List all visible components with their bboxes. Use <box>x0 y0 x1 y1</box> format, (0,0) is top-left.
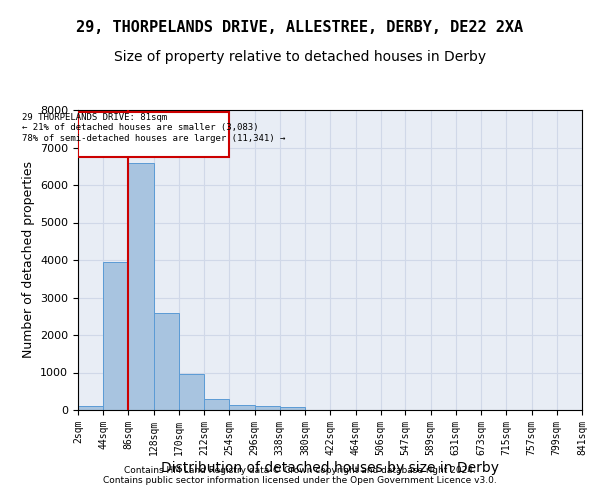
Bar <box>78 406 103 410</box>
Bar <box>204 399 229 410</box>
Bar <box>179 374 204 410</box>
Text: 29, THORPELANDS DRIVE, ALLESTREE, DERBY, DE22 2XA: 29, THORPELANDS DRIVE, ALLESTREE, DERBY,… <box>76 20 524 35</box>
Bar <box>280 406 305 410</box>
Bar <box>103 262 128 410</box>
Bar <box>254 406 280 410</box>
X-axis label: Distribution of detached houses by size in Derby: Distribution of detached houses by size … <box>161 460 499 474</box>
Text: 29 THORPELANDS DRIVE: 81sqm
← 21% of detached houses are smaller (3,083)
78% of : 29 THORPELANDS DRIVE: 81sqm ← 21% of det… <box>22 112 286 142</box>
Text: Size of property relative to detached houses in Derby: Size of property relative to detached ho… <box>114 50 486 64</box>
Text: Contains HM Land Registry data © Crown copyright and database right 2024.
Contai: Contains HM Land Registry data © Crown c… <box>103 466 497 485</box>
Bar <box>79 112 229 157</box>
Y-axis label: Number of detached properties: Number of detached properties <box>22 162 35 358</box>
Bar <box>229 405 254 410</box>
Bar <box>154 312 179 410</box>
Bar <box>128 162 154 410</box>
